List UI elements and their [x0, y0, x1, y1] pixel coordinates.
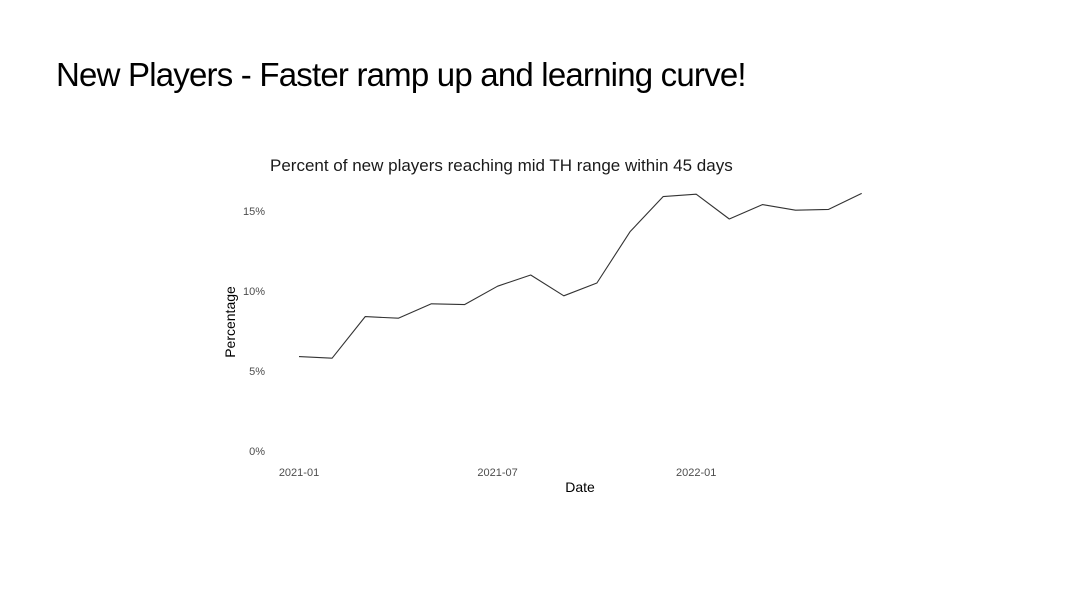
x-axis-title: Date — [565, 479, 595, 495]
series-layer — [298, 192, 862, 359]
x-tick-label: 2021-07 — [477, 467, 517, 479]
series-line — [298, 192, 862, 359]
x-tick-label: 2022-01 — [676, 467, 716, 479]
y-axis-title: Percentage — [222, 286, 238, 358]
y-tick-label: 5% — [249, 366, 265, 378]
x-axis-ticks: 2021-01 2021-07 2022-01 — [279, 467, 717, 479]
y-axis-ticks: 0% 5% 10% 15% — [243, 206, 265, 458]
y-tick-label: 10% — [243, 286, 265, 298]
chart-title: Percent of new players reaching mid TH r… — [270, 156, 733, 175]
slide-title: New Players - Faster ramp up and learnin… — [56, 56, 747, 93]
y-tick-label: 15% — [243, 206, 265, 218]
y-tick-label: 0% — [249, 446, 265, 458]
x-tick-label: 2021-01 — [279, 467, 319, 479]
